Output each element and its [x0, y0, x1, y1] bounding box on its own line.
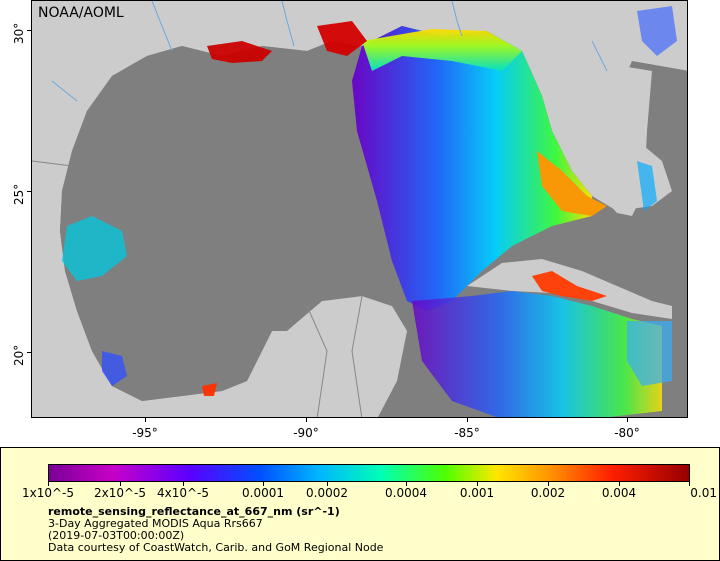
legend-panel: 1x10^-5 2x10^-5 4x10^-5 0.0001 0.0002 0.… — [0, 447, 720, 561]
lat-tick-mark — [27, 30, 31, 31]
colorbar-label: 0.0002 — [306, 486, 348, 500]
lon-tick-mark — [145, 418, 146, 422]
lat-tick-30: 30° — [12, 22, 26, 44]
lon-tick-mark — [627, 418, 628, 422]
map-canvas — [32, 1, 687, 417]
colorbar-tick — [406, 482, 407, 486]
colorbar-tick — [48, 482, 49, 486]
colorbar-tick — [183, 482, 184, 486]
colorbar-tick — [619, 482, 620, 486]
florida-land — [572, 61, 652, 216]
lon-tick-95: -95° — [132, 426, 158, 440]
variable-name: remote_sensing_reflectance_at_667_nm (sr… — [48, 505, 340, 518]
credit-label: NOAA/AOML — [38, 5, 124, 21]
lon-tick-85: -85° — [454, 426, 480, 440]
time-label: (2019-07-03T00:00:00Z) — [48, 529, 185, 542]
colorbar — [48, 464, 690, 482]
colorbar-label: 0.002 — [530, 486, 566, 500]
colorbar-label: 0.004 — [601, 486, 637, 500]
colorbar-tick — [327, 482, 328, 486]
colorbar-tick — [120, 482, 121, 486]
colorbar-label: 0.001 — [459, 486, 495, 500]
colorbar-label: 0.01 — [690, 486, 717, 500]
borders-layer — [32, 160, 363, 417]
courtesy-label: Data courtesy of CoastWatch, Carib. and … — [48, 541, 384, 554]
map-view[interactable]: NOAA/AOML — [31, 0, 688, 418]
yucatan-land — [272, 296, 407, 417]
colorbar-label: 4x10^-5 — [156, 486, 210, 500]
product-name: 3-Day Aggregated MODIS Aqua Rrs667 — [48, 517, 263, 530]
lat-tick-25: 25° — [12, 183, 26, 205]
colorbar-tick — [689, 482, 690, 486]
lon-tick-mark — [467, 418, 468, 422]
colorbar-label: 0.0004 — [385, 486, 427, 500]
lon-tick-90: -90° — [293, 426, 319, 440]
land-layer — [32, 1, 687, 417]
reflectance-swath — [62, 6, 677, 417]
colorbar-label: 2x10^-5 — [93, 486, 147, 500]
lat-tick-mark — [27, 352, 31, 353]
lon-tick-80: -80° — [614, 426, 640, 440]
lat-tick-20: 20° — [12, 344, 26, 366]
colorbar-tick — [263, 482, 264, 486]
lat-tick-mark — [27, 191, 31, 192]
colorbar-tick — [548, 482, 549, 486]
lon-tick-mark — [306, 418, 307, 422]
rivers-layer — [51, 1, 608, 102]
colorbar-label: 1x10^-5 — [21, 486, 75, 500]
colorbar-tick — [477, 482, 478, 486]
colorbar-label: 0.0001 — [242, 486, 284, 500]
